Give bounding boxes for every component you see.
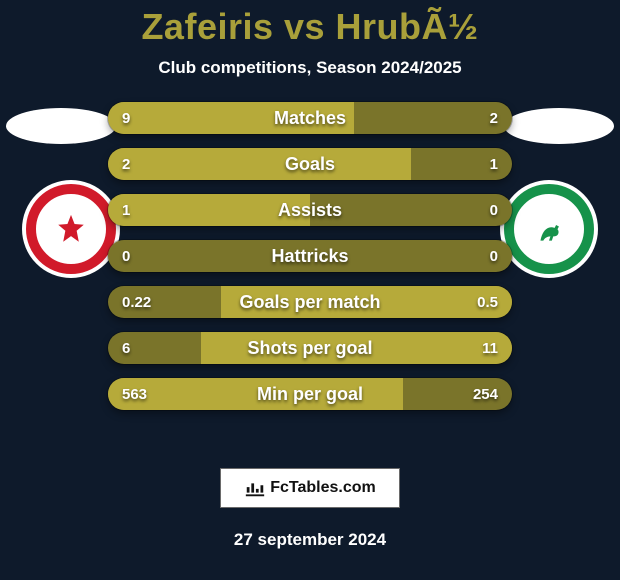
stat-fill-left xyxy=(108,194,310,226)
footer-date: 27 september 2024 xyxy=(0,530,620,550)
stat-row: Goals21 xyxy=(108,148,512,180)
flag-left xyxy=(6,108,116,144)
stat-fill-right xyxy=(310,148,411,180)
stat-fill-left xyxy=(108,148,310,180)
stat-fill-right xyxy=(310,332,512,364)
stat-fill-left xyxy=(201,332,310,364)
stat-fill-right xyxy=(310,378,403,410)
club-crest-right xyxy=(500,180,598,278)
club-crest-left xyxy=(22,180,120,278)
stat-fill-left xyxy=(108,102,310,134)
stat-fill-right xyxy=(310,286,512,318)
stat-row: Shots per goal611 xyxy=(108,332,512,364)
crest-text-left xyxy=(40,198,102,260)
stat-row: Hattricks00 xyxy=(108,240,512,272)
crest-text-right xyxy=(518,198,580,260)
stat-row: Matches92 xyxy=(108,102,512,134)
comparison-panel: Matches92 Goals21 Assists10 Hattricks00 Goal… xyxy=(0,102,620,432)
page-title: Zafeiris vs HrubÃ½ xyxy=(0,0,620,48)
stat-fill-left xyxy=(108,378,310,410)
brand-badge[interactable]: FcTables.com xyxy=(220,468,400,508)
star-icon xyxy=(54,212,88,246)
stat-row: Min per goal563254 xyxy=(108,378,512,410)
stat-row: Goals per match0.220.5 xyxy=(108,286,512,318)
chart-icon xyxy=(244,479,266,497)
stat-fill-right xyxy=(310,102,354,134)
kangaroo-icon xyxy=(532,212,566,246)
stat-bars: Matches92 Goals21 Assists10 Hattricks00 Goal… xyxy=(108,102,512,424)
stat-row: Assists10 xyxy=(108,194,512,226)
flag-right xyxy=(504,108,614,144)
brand-text: FcTables.com xyxy=(270,479,376,497)
page-subtitle: Club competitions, Season 2024/2025 xyxy=(0,58,620,78)
stat-fill-left xyxy=(221,286,310,318)
